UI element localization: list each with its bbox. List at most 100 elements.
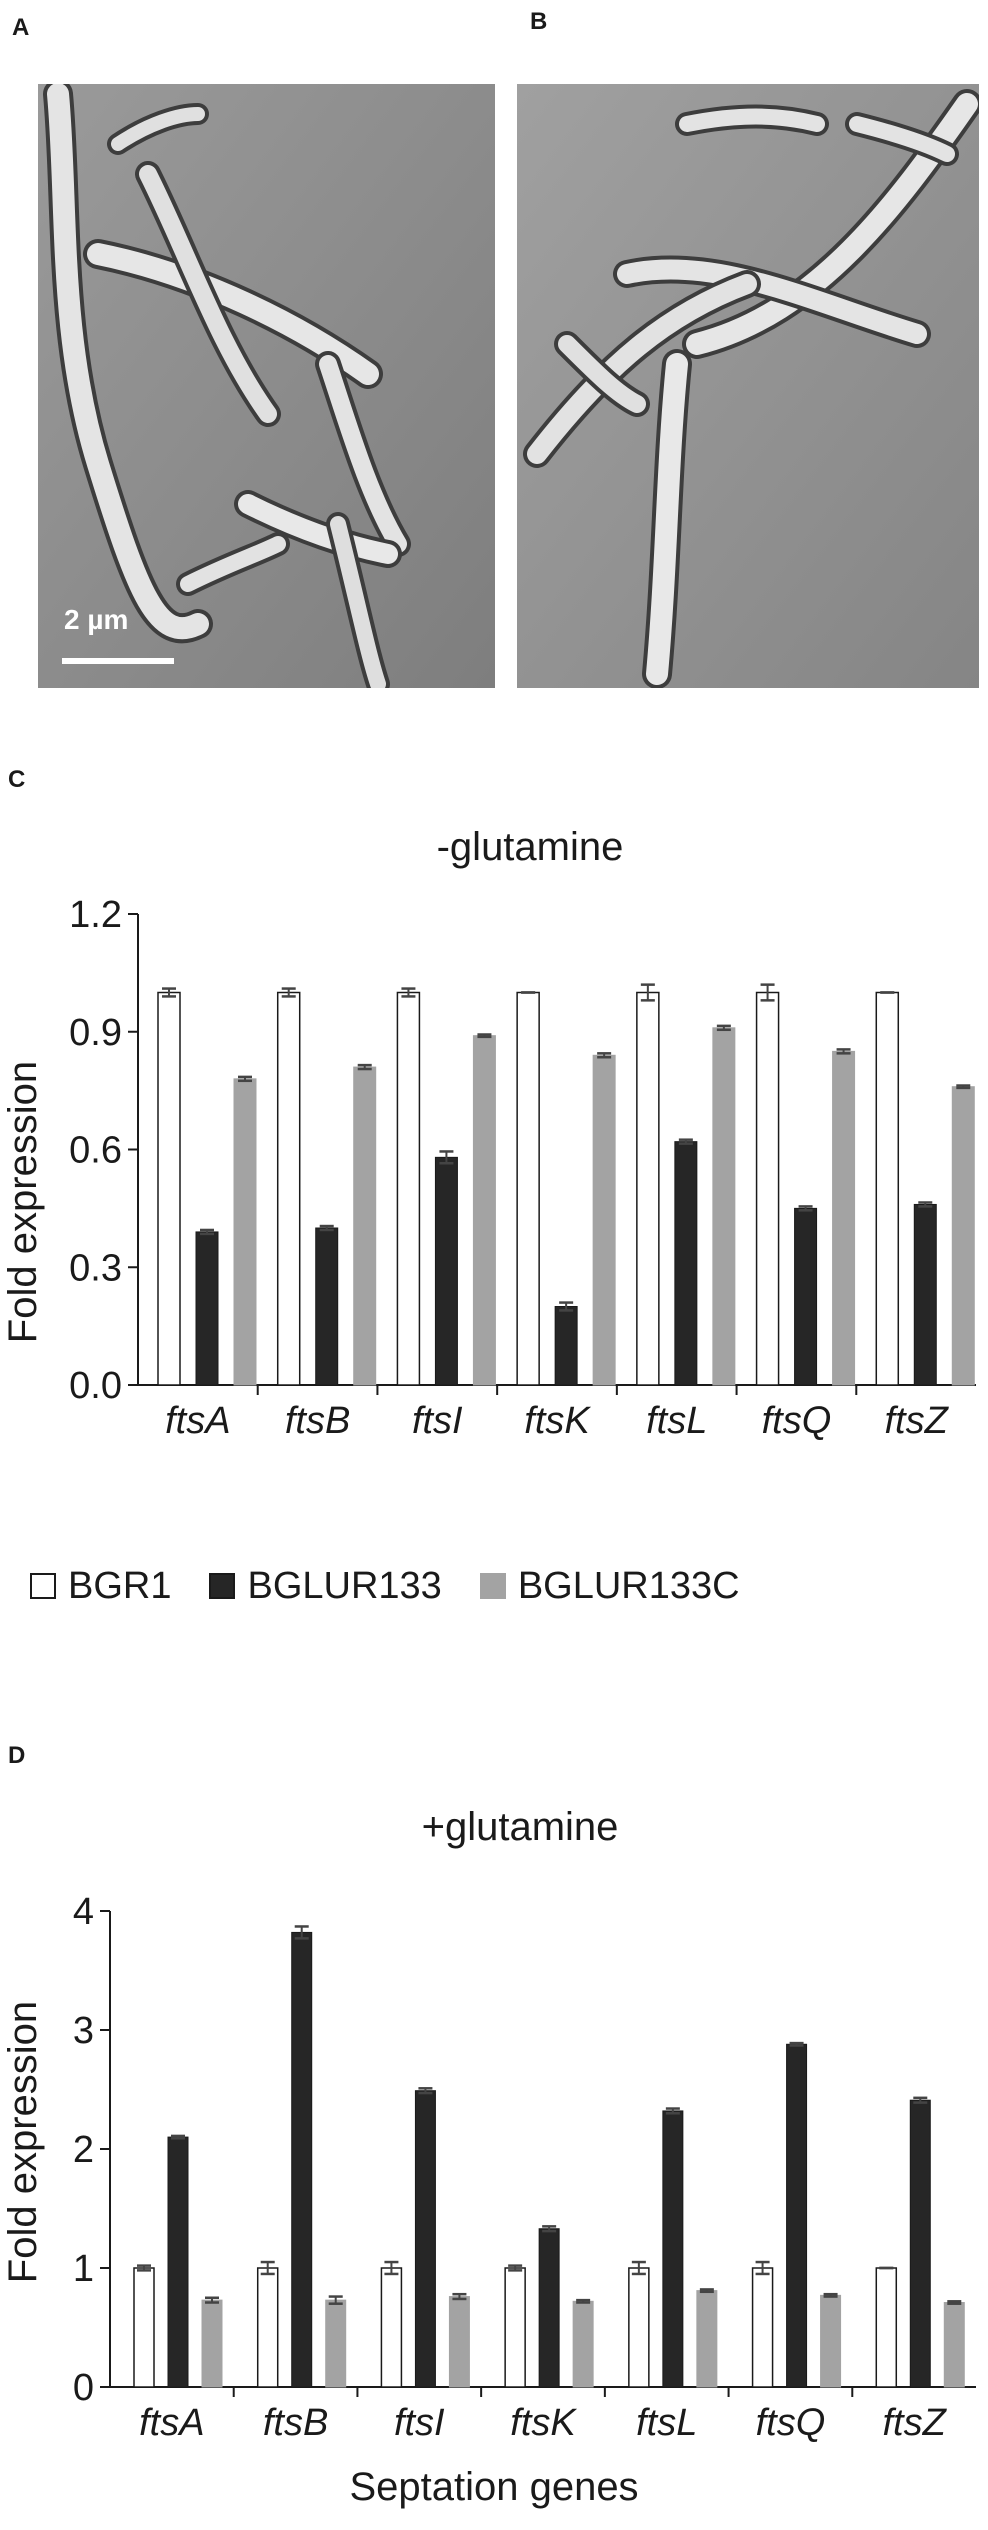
y-tick-label: 4 [73,1891,94,1933]
bar-bglur133-ftsQ [794,1207,818,1386]
bar-bglur133c-ftsZ [943,2302,965,2388]
bar-bglur133-ftsK [554,1306,578,1386]
error-bar-bglur133-ftsB [294,1925,309,1940]
bar-bgr1-ftsQ [751,2267,774,2388]
error-bar-bgr1-ftsQ [760,983,775,1002]
y-tick-label: 0.0 [69,1365,122,1407]
bar-bglur133c-ftsI [448,2296,470,2388]
error-bar-bglur133-ftsQ [798,1205,813,1212]
bar-bglur133c-ftsL [696,2290,718,2388]
error-bar-bglur133c-ftsK [597,1052,612,1059]
error-bar-bglur133-ftsK [559,1301,574,1312]
bar-bglur133-ftsQ [786,2043,808,2388]
x-tick-label-ftsQ: ftsQ [762,1400,832,1442]
bar-bgr1-ftsB [256,2267,279,2388]
x-tick-label-ftsL: ftsL [636,2402,697,2444]
bar-bgr1-ftsQ [755,991,780,1386]
error-bar-bgr1-ftsI [401,987,416,998]
x-tick-label-ftsZ: ftsZ [884,1400,949,1442]
error-bar-bglur133c-ftsA [238,1075,252,1083]
bar-bglur133c-ftsK [592,1054,616,1386]
error-bar-bglur133-ftsA [171,2134,185,2140]
error-bar-bglur133c-ftsB [328,2295,343,2305]
chart-svg-d: +glutamine Fold expression 0 1 2 3 4 ftsA ftsB… [1,1805,976,2444]
sem-micrograph-b [517,84,979,688]
panel-label-d: D [8,1742,26,1769]
bar-bglur133c-ftsB [353,1066,377,1386]
error-bar-bglur133c-ftsZ [947,2300,962,2305]
error-bar-bgr1-ftsB [260,2260,275,2276]
x-axis-title: Septation genes [349,2465,639,2509]
error-bar-bglur133c-ftsA [205,2296,219,2304]
x-tick-label-ftsK: ftsK [524,1400,591,1442]
bar-bgr1-ftsA [133,2267,155,2388]
bar-bgr1-ftsZ [875,2267,898,2388]
bar-bglur133-ftsB [291,1931,313,2388]
error-bar-bglur133-ftsA [200,1228,214,1236]
bar-bglur133c-ftsZ [951,1086,975,1386]
error-bar-bgr1-ftsL [640,983,655,1002]
error-bar-bglur133c-ftsB [357,1063,372,1071]
legend-item-bglur133c: BGLUR133C [479,1564,740,1608]
bar-bgr1-ftsK [516,991,540,1386]
error-bar-bglur133-ftsK [542,2225,557,2233]
bar-bglur133c-ftsQ [820,2294,842,2388]
bar-bgr1-ftsK [504,2267,526,2388]
chart-svg-c: -glutamine Fold expression 0.0 0.3 0.6 0.9 1… [1,825,976,1442]
bar-bglur133-ftsA [167,2136,189,2388]
bar-bglur133-ftsA [195,1231,219,1386]
error-bar-bglur133-ftsL [665,2107,680,2115]
chart-title: -glutamine [437,825,624,869]
legend: BGR1 BGLUR133 BGLUR133C [30,1556,970,1616]
chart-panel-d: +glutamine Fold expression 0 1 2 3 4 ftsA ftsB… [0,1795,988,2465]
legend-label-bglur133: BGLUR133 [247,1564,442,1607]
error-bar-bglur133c-ftsI [477,1033,492,1039]
bar-bglur133c-ftsA [201,2299,223,2388]
bar-bgr1-ftsL [628,2267,650,2388]
bar-bgr1-ftsI [380,2267,403,2388]
legend-swatch-bgr1 [30,1573,56,1599]
x-tick-label-ftsZ: ftsZ [882,2402,947,2444]
y-axis-label: Fold expression [1,2001,45,2283]
error-bar-bglur133-ftsZ [918,1201,933,1208]
error-bar-bgr1-ftsI [384,2260,399,2276]
bar-bglur133c-ftsK [572,2300,594,2388]
chart-title: +glutamine [422,1805,619,1849]
error-bar-bglur133-ftsZ [913,2096,928,2104]
legend-label-bgr1: BGR1 [68,1564,172,1607]
error-bar-bgr1-ftsB [281,987,296,998]
x-tick-label-ftsI: ftsI [412,1400,463,1442]
error-bar-bglur133c-ftsQ [823,2292,838,2298]
x-tick-label-ftsB: ftsB [285,1400,350,1442]
bar-bglur133-ftsI [414,2090,436,2388]
sem-micrograph-a: 2 µm [38,84,495,688]
bar-bgr1-ftsB [276,991,301,1386]
y-tick-label: 1.2 [69,894,122,936]
bar-bglur133c-ftsB [325,2299,347,2388]
legend-item-bgr1: BGR1 [30,1565,171,1608]
x-tick-label-ftsK: ftsK [510,2402,577,2444]
error-bar-bglur133c-ftsK [576,2298,591,2304]
bar-bgr1-ftsI [396,991,421,1386]
legend-label-bglur133c: BGLUR133C [517,1564,740,1607]
x-tick-label-ftsA: ftsA [139,2402,204,2444]
error-bar-bglur133c-ftsI [452,2292,467,2301]
legend-swatch-bglur133c [479,1573,506,1599]
bar-bglur133-ftsL [674,1141,698,1386]
scale-bar [62,658,174,664]
bar-bglur133c-ftsI [472,1035,496,1386]
y-tick-label: 0.3 [69,1247,122,1289]
error-bar-bglur133c-ftsL [716,1024,731,1032]
bar-bglur133c-ftsA [233,1078,257,1386]
error-bar-bgr1-ftsK [508,2264,523,2272]
bar-bglur133-ftsL [662,2110,684,2388]
panel-label-b: B [530,8,548,35]
bar-bglur133-ftsI [434,1156,458,1386]
y-tick-label: 3 [73,2010,94,2052]
y-axis-label: Fold expression [1,1061,45,1343]
bar-bglur133-ftsK [538,2228,560,2388]
bar-bglur133-ftsZ [913,1203,937,1386]
error-bar-bglur133c-ftsL [699,2288,714,2294]
y-tick-label: 1 [73,2248,94,2290]
x-tick-label-ftsL: ftsL [646,1400,707,1442]
